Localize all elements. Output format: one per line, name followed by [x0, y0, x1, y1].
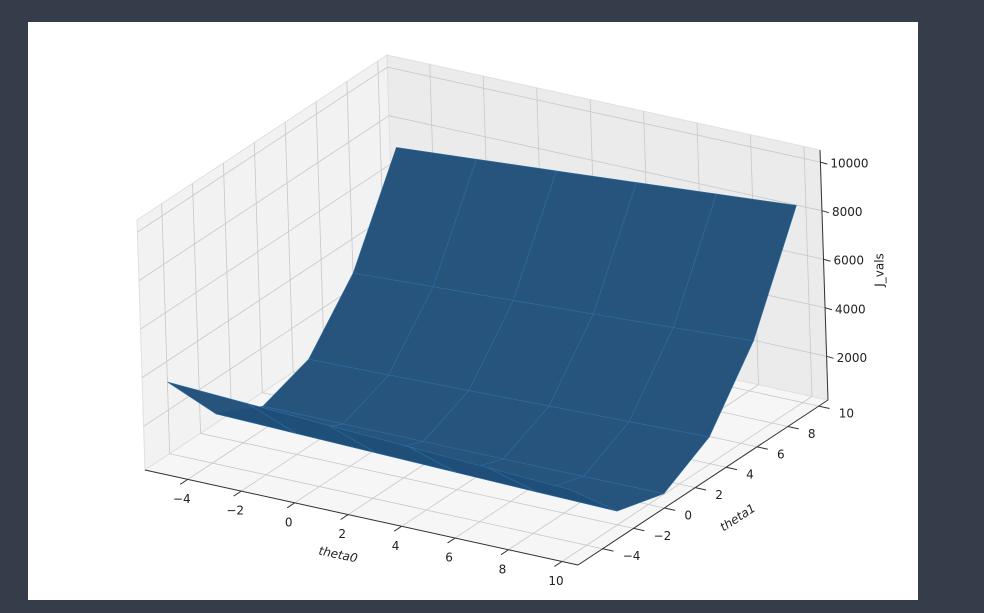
y-tick-label: −2 [654, 529, 672, 543]
grid-line [137, 66, 388, 233]
tick-mark [756, 446, 768, 450]
tick-mark [787, 425, 799, 430]
tick-mark [820, 161, 828, 165]
y-tick-label: 8 [808, 427, 816, 441]
tick-mark [823, 258, 831, 262]
grid-line [284, 122, 294, 373]
grid-line [803, 146, 813, 397]
tick-mark [664, 507, 676, 511]
z-tick-label: 8000 [832, 205, 863, 219]
y-tick-label: 6 [777, 447, 785, 461]
tick-mark [340, 514, 349, 520]
tick-mark [233, 490, 242, 497]
z-axis-label: J_vals [873, 253, 887, 288]
grid-line [561, 396, 813, 562]
grid-line [138, 115, 390, 282]
tick-mark [633, 527, 645, 532]
tick-mark [500, 549, 509, 556]
x-tick-label: 6 [445, 551, 453, 565]
z-tick-label: 4000 [835, 302, 866, 316]
grid-line [141, 212, 393, 379]
grid-line [253, 142, 263, 393]
grid-line [169, 453, 603, 550]
x-tick-label: 2 [338, 527, 346, 541]
tick-mark [602, 548, 614, 552]
tick-mark [393, 525, 402, 532]
y-tick-label: −4 [623, 549, 641, 563]
tick-mark [447, 537, 456, 544]
grid-line [140, 163, 391, 330]
tick-mark [821, 210, 830, 214]
surface-patch [488, 467, 618, 512]
axis-line [144, 469, 579, 566]
axis-line [819, 149, 829, 401]
grid-line [315, 101, 325, 352]
x-tick-label: 8 [499, 562, 507, 576]
tick-mark [179, 478, 189, 485]
z-tick-label: 6000 [833, 254, 864, 268]
grid-line [387, 66, 821, 163]
tick-mark [695, 487, 707, 491]
tick-mark [824, 307, 833, 311]
tick-mark [554, 561, 563, 567]
tick-mark [818, 405, 830, 409]
y-tick-label: 0 [684, 508, 692, 522]
x-tick-label: −2 [226, 504, 244, 518]
surface-patch [673, 193, 797, 342]
z-tick-label: 10000 [830, 157, 868, 171]
y-tick-label: 10 [839, 407, 854, 421]
tick-mark [726, 466, 738, 471]
axis-line [577, 399, 829, 566]
x-tick-label: 10 [548, 574, 563, 588]
tick-mark [826, 355, 834, 359]
z-tick-label: 2000 [837, 351, 868, 365]
x-tick-label: −4 [173, 492, 191, 506]
grid-line [388, 115, 823, 212]
grid-line [223, 162, 232, 413]
x-tick-label: 4 [392, 539, 400, 553]
y-tick-label: 2 [715, 488, 723, 502]
x-tick-label: 0 [285, 515, 293, 529]
grid-line [200, 432, 634, 529]
tick-mark [286, 502, 295, 509]
y-tick-label: 4 [746, 468, 754, 482]
grid-line [161, 203, 171, 454]
